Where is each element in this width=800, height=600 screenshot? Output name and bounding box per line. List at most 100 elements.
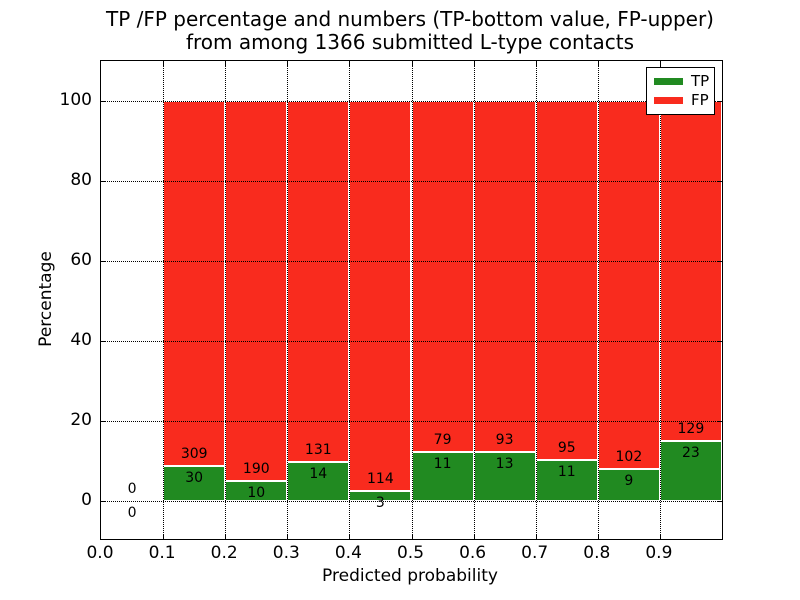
x-tick-bottom (225, 534, 227, 539)
x-tick-label: 0.3 (272, 543, 300, 563)
y-tick-right (717, 101, 722, 102)
x-gridline (287, 61, 289, 539)
bar-tp-segment (411, 452, 474, 501)
x-gridline (473, 61, 475, 539)
x-tick-top (349, 61, 351, 66)
fp-count-label: 95 (557, 439, 576, 456)
y-gridline (101, 421, 722, 422)
bar-fp-segment (535, 101, 598, 460)
legend-label: FP (691, 91, 709, 109)
x-tick-label: 0.4 (334, 543, 362, 563)
y-tick-left (101, 341, 106, 342)
x-gridline (535, 61, 537, 539)
chart-title-line1: TP /FP percentage and numbers (TP-bottom… (106, 7, 714, 31)
fp-count-label: 114 (367, 470, 394, 487)
tp-count-label: 9 (624, 472, 634, 489)
tp-count-label: 23 (681, 444, 700, 461)
bar-tp-segment (163, 465, 226, 501)
x-tick-top (225, 61, 227, 66)
fp-count-label: 79 (433, 432, 452, 449)
x-tick-top (659, 61, 661, 66)
tp-swatch (654, 78, 683, 85)
tp-count-label: 11 (433, 456, 452, 473)
bar-fp-segment (349, 101, 412, 491)
y-tick-label: 80 (70, 170, 92, 190)
y-tick-label: 60 (70, 250, 92, 270)
tp-count-label: 10 (247, 485, 266, 501)
x-tick-bottom (349, 534, 351, 539)
bar-tp-segment (597, 468, 660, 501)
x-tick-top (411, 61, 413, 66)
x-tick-top (473, 61, 475, 66)
x-gridline (597, 61, 599, 539)
chart-title-line2: from among 1366 submitted L-type contact… (185, 30, 635, 54)
x-tick-label: 0.0 (86, 543, 114, 563)
bar-fp-segment (473, 101, 536, 452)
tp-count-label: 30 (185, 469, 204, 486)
plot-area: 0 0 309 30 190 10 131 14 114 3 79 11 93 13 95 11 102 9 129… (100, 60, 723, 540)
fp-count-label: 309 (180, 445, 208, 462)
x-tick-top (287, 61, 289, 66)
x-tick-label: 0.2 (210, 543, 238, 563)
legend: TP FP (646, 67, 715, 115)
y-tick-left (101, 101, 106, 102)
bar-fp-segment (411, 101, 474, 453)
x-tick-top (535, 61, 537, 66)
x-tick-label: 0.9 (645, 543, 673, 563)
x-tick-label: 0.6 (459, 543, 487, 563)
x-gridline (349, 61, 351, 539)
bar-tp-segment (473, 451, 536, 501)
x-gridline (163, 61, 165, 539)
legend-entry-fp: FP (654, 91, 714, 110)
x-tick-bottom (659, 534, 661, 539)
tp-count-label: 14 (309, 466, 328, 483)
y-tick-label: 100 (59, 90, 92, 110)
legend-label: TP (691, 72, 710, 90)
y-gridline (101, 181, 722, 182)
x-gridline (659, 61, 661, 539)
chart-title: TP /FP percentage and numbers (TP-bottom… (106, 8, 714, 54)
bar-fp-segment (287, 101, 350, 463)
x-tick-top (163, 61, 165, 66)
y-tick-left (101, 181, 106, 182)
x-tick-bottom (411, 534, 413, 539)
tp-count-label: 0 (127, 505, 137, 521)
y-tick-left (101, 421, 106, 422)
bar-fp-segment (163, 101, 226, 466)
y-gridline (101, 341, 722, 342)
x-gridline (411, 61, 413, 539)
y-tick-label: 0 (81, 490, 92, 510)
y-tick-right (717, 181, 722, 182)
y-gridline (101, 101, 722, 102)
x-tick-label: 0.1 (148, 543, 176, 563)
x-tick-bottom (597, 534, 599, 539)
x-gridline (225, 61, 227, 539)
x-tick-label: 0.7 (521, 543, 549, 563)
y-tick-right (717, 341, 722, 342)
y-tick-right (717, 421, 722, 422)
fp-count-label: 102 (615, 448, 643, 465)
bar-fp-segment (659, 101, 722, 441)
bar-fp-segment (225, 101, 288, 481)
fp-count-label: 129 (677, 420, 705, 437)
bar-tp-segment (287, 462, 350, 501)
x-tick-bottom (535, 534, 537, 539)
fp-count-label: 190 (242, 461, 270, 477)
y-tick-label: 20 (70, 410, 92, 430)
x-tick-bottom (287, 534, 289, 539)
y-tick-left (101, 261, 106, 262)
x-tick-label: 0.8 (583, 543, 611, 563)
fp-count-label: 93 (495, 431, 514, 448)
bar-fp-segment (597, 101, 660, 469)
y-tick-left (101, 501, 106, 502)
x-axis-label: Predicted probability (322, 566, 498, 586)
x-tick-bottom (473, 534, 475, 539)
x-tick-label: 0.5 (396, 543, 425, 563)
x-tick-bottom (163, 534, 165, 539)
fp-count-label: 131 (304, 442, 332, 459)
y-gridline (101, 501, 722, 502)
bar-tp-segment (659, 440, 722, 501)
legend-entry-tp: TP (654, 72, 714, 91)
tp-count-label: 3 (375, 494, 385, 511)
